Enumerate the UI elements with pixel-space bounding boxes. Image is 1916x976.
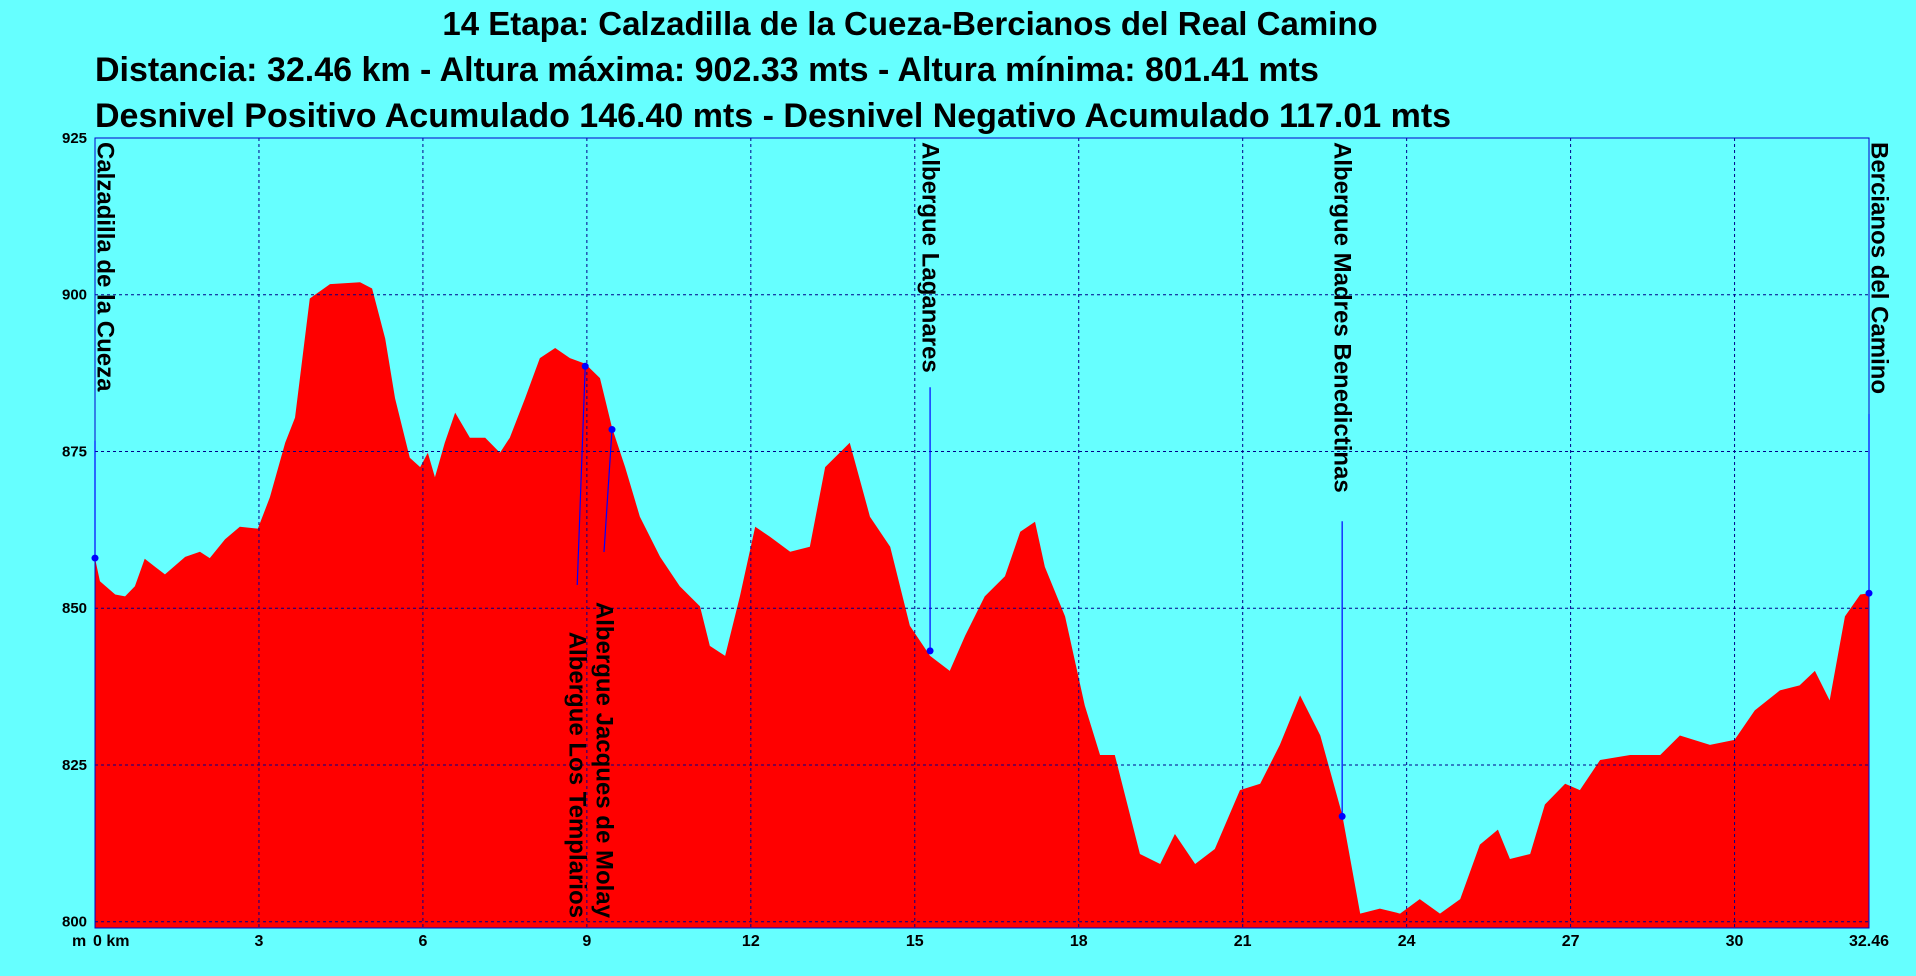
x-tick-label: 15: [906, 933, 924, 950]
y-tick-label: 875: [62, 443, 87, 460]
elevation-area: [95, 282, 1869, 928]
x-tick-label: 18: [1070, 933, 1088, 950]
x-tick-label: 9: [582, 933, 591, 950]
x-tick-label: 3: [255, 933, 264, 950]
x-tick-label: 21: [1234, 933, 1252, 950]
y-tick-label: 900: [62, 287, 87, 304]
waypoint-marker: [1865, 589, 1873, 597]
chart-subtitle: Distancia: 32.46 km - Altura máxima: 902…: [95, 51, 1319, 89]
annotation-label: Calzadilla de la Cueza: [92, 142, 119, 392]
x-tick-label: 6: [418, 933, 427, 950]
waypoint-marker: [926, 647, 934, 655]
waypoint-marker: [581, 362, 589, 370]
annotation-label: Albergue Laganares: [917, 142, 944, 373]
annotation-line: [603, 429, 613, 553]
x-tick-label: 27: [1562, 933, 1580, 950]
y-unit-label: m: [72, 933, 86, 950]
annotation-label: Albergue Madres Benedictinas: [1329, 142, 1356, 493]
annotation-label: Albergue Jacques de Molay: [591, 602, 618, 919]
y-tick-label: 800: [62, 914, 87, 931]
x-tick-label: 24: [1398, 933, 1416, 950]
annotation-label: Bercianos del Camino: [1866, 142, 1893, 394]
chart-title: 14 Etapa: Calzadilla de la Cueza-Bercian…: [442, 5, 1377, 42]
y-tick-label: 825: [62, 757, 87, 774]
x-tick-label: 32.46: [1849, 933, 1889, 950]
x-tick-label: 12: [742, 933, 760, 950]
y-tick-label: 925: [62, 130, 87, 147]
annotation-line: [576, 366, 586, 586]
chart-subtitle: Desnivel Positivo Acumulado 146.40 mts -…: [95, 97, 1451, 135]
waypoint-marker: [1338, 812, 1346, 820]
annotation-label: Albergue Los Templarios: [564, 632, 591, 918]
waypoint-marker: [608, 426, 616, 434]
x-tick-label: 0 km: [93, 933, 129, 950]
x-tick-label: 30: [1726, 933, 1744, 950]
waypoint-marker: [91, 554, 99, 562]
y-tick-label: 850: [62, 600, 87, 617]
